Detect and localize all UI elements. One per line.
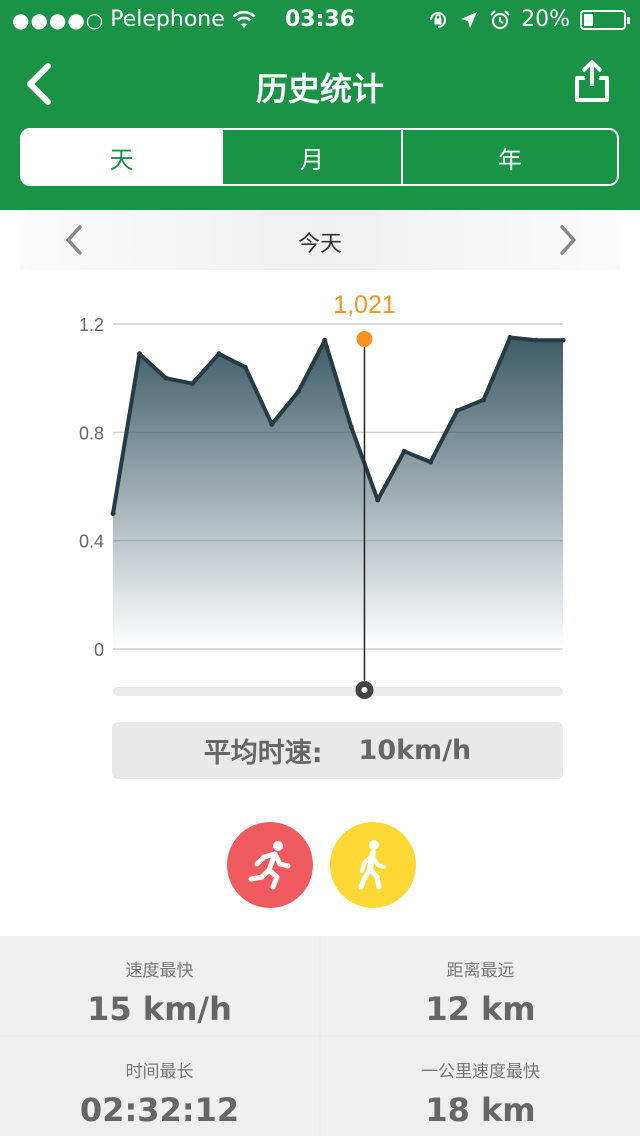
next-date-button[interactable] (552, 224, 582, 256)
average-speed-label: 平均时速: (203, 738, 323, 769)
period-tabs: 天 月 年 (20, 128, 619, 186)
share-icon (575, 60, 609, 102)
alarm-icon (490, 9, 510, 29)
status-bar: ●●●●○ Pelephone 03:36 20% (0, 0, 640, 40)
previous-date-button[interactable] (60, 224, 90, 256)
chart-point (163, 375, 169, 381)
chart-slider-handle[interactable] (355, 681, 374, 699)
back-button[interactable] (20, 60, 60, 108)
y-tick-label: 0.8 (79, 423, 104, 443)
tab-year[interactable]: 年 (401, 130, 617, 184)
stat-fastest-speed: 速度最快 15 km/h (0, 936, 319, 1035)
chart-point (189, 381, 195, 387)
chart-point (322, 337, 328, 343)
header: ●●●●○ Pelephone 03:36 20% (0, 0, 640, 210)
chart-area-fill (113, 337, 563, 649)
chart-selected-value: 1,021 (333, 291, 396, 319)
nav-bar: 历史统计 (0, 40, 640, 128)
chart-point (560, 337, 566, 343)
chart-point (216, 351, 222, 357)
running-icon (248, 841, 291, 890)
rotation-lock-icon (430, 11, 447, 28)
chart-point (454, 408, 460, 414)
battery-icon (580, 9, 630, 30)
stat-longest-time: 时间最长 02:32:12 (0, 1037, 319, 1136)
average-speed-panel: 平均时速: 10km/h (112, 722, 563, 779)
battery-percent: 20% (521, 7, 570, 32)
speed-chart: 1.2 0.8 0.4 0 1,021 (79, 291, 566, 699)
stat-value: 15 km/h (87, 990, 232, 1028)
chart-point (428, 459, 434, 465)
status-time: 03:36 (284, 7, 356, 32)
date-label: 今天 (297, 232, 342, 257)
stat-label: 一公里速度最快 (421, 1062, 540, 1082)
walking-mode-button[interactable] (330, 822, 416, 908)
chart-point (375, 497, 381, 503)
chart-point (348, 424, 354, 430)
chart-point (295, 389, 301, 395)
chevron-right-icon (560, 225, 576, 255)
page-title: 历史统计 (255, 70, 384, 108)
stat-fastest-km: 一公里速度最快 18 km (321, 1037, 640, 1136)
stat-value: 02:32:12 (79, 1091, 240, 1129)
location-icon (461, 11, 478, 28)
tab-month[interactable]: 月 (221, 130, 401, 184)
date-navigator: 今天 (20, 210, 620, 270)
walking-icon (358, 840, 386, 890)
wifi-icon (232, 10, 256, 28)
average-speed-value: 10km/h (358, 735, 472, 766)
chart-point (481, 397, 487, 403)
chart-cursor-marker (356, 331, 373, 347)
share-button[interactable] (572, 58, 612, 106)
signal-strength: ●●●●○ (12, 7, 105, 32)
tab-day[interactable]: 天 (22, 130, 221, 184)
chart-point (136, 351, 142, 357)
running-mode-button[interactable] (227, 822, 313, 908)
chart-point (401, 448, 407, 454)
stat-value: 12 km (425, 990, 536, 1028)
chart-point (507, 335, 513, 341)
stat-label: 时间最长 (125, 1062, 194, 1082)
chart-point (110, 511, 116, 517)
chart-point (534, 337, 540, 343)
stat-label: 距离最远 (446, 961, 515, 981)
stat-value: 18 km (425, 1091, 536, 1129)
chart-slider-track[interactable] (113, 687, 563, 696)
stat-label: 速度最快 (125, 961, 194, 981)
chevron-left-icon (27, 63, 51, 105)
stats-grid: 速度最快 15 km/h 距离最远 12 km 时间最长 02:32:12 一公… (0, 936, 640, 1136)
chevron-left-icon (66, 225, 82, 255)
y-tick-label: 0.4 (79, 532, 104, 552)
chart-line (111, 335, 563, 514)
y-tick-label: 0 (94, 640, 104, 660)
y-tick-label: 1.2 (79, 315, 104, 335)
carrier-name: Pelephone (110, 7, 225, 32)
chart-point (242, 364, 248, 370)
chart-point (269, 421, 275, 427)
stat-longest-distance: 距离最远 12 km (321, 936, 640, 1035)
